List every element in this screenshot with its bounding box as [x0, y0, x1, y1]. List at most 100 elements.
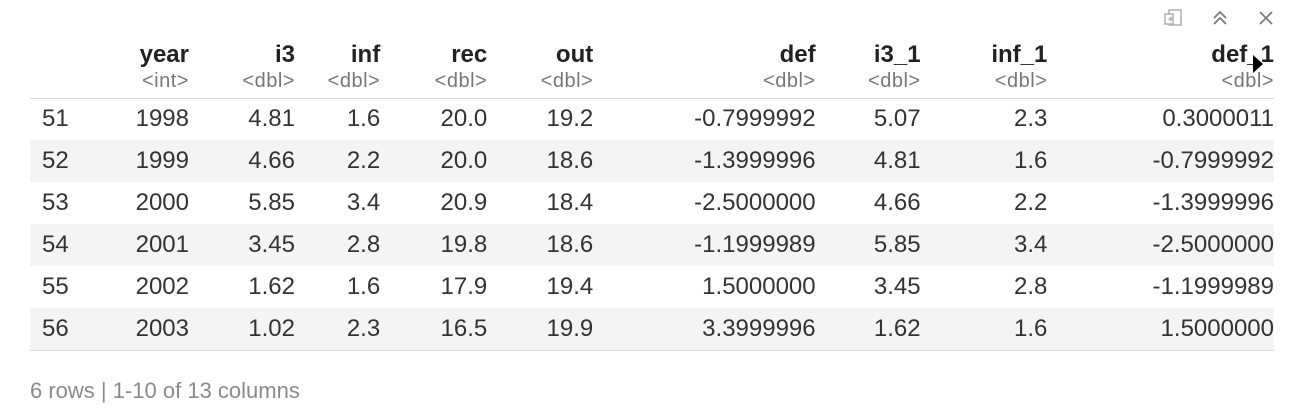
- row-number: 53: [42, 189, 69, 216]
- table-cell: 16.5: [380, 308, 488, 351]
- table-cell: -2.5000000: [694, 189, 816, 216]
- table-cell: 18.6: [487, 224, 594, 266]
- viewer-toolbar: [1162, 6, 1278, 30]
- header-i3_1[interactable]: i3_1 <dbl>: [815, 36, 921, 99]
- table-cell: 1.6: [346, 273, 381, 300]
- table-cell: 5.07: [873, 105, 921, 133]
- table-cell: 20.0: [380, 140, 488, 182]
- table-cell: 4.81: [248, 105, 295, 133]
- collapse-icon[interactable]: [1208, 6, 1232, 30]
- column-name: year: [139, 40, 189, 68]
- table-cell: 1998: [135, 105, 189, 133]
- export-icon[interactable]: [1162, 6, 1186, 30]
- table-cell: 2001: [102, 224, 189, 266]
- table-row: 52 1999 4.66 2.2 20.0 18.6 -1.3999996 4.…: [30, 140, 1274, 182]
- table-cell: 19.8: [380, 224, 488, 266]
- table-row: 55 2002 1.62 1.6 17.9 19.4 1.5000000 3.4…: [30, 266, 1274, 308]
- column-type: <dbl>: [1221, 69, 1274, 92]
- next-columns-arrow-icon[interactable]: [1252, 54, 1264, 74]
- header-inf[interactable]: inf <dbl>: [294, 36, 381, 99]
- table-cell: 3.3999996: [593, 308, 816, 351]
- table-cell: 20.9: [440, 189, 488, 216]
- table-row: 56 2003 1.02 2.3 16.5 19.9 3.3999996 1.6…: [30, 308, 1274, 351]
- column-type: <dbl>: [868, 69, 921, 92]
- row-number: 54: [30, 224, 103, 266]
- table-cell: 1.5000000: [1047, 308, 1274, 351]
- table-cell: 3.4: [920, 224, 1048, 266]
- table-row: 51 1998 4.81 1.6 20.0 19.2 -0.7999992 5.…: [30, 98, 1274, 140]
- column-type: <dbl>: [994, 69, 1048, 92]
- header-row: year <int> i3 <dbl> inf <dbl> rec <dbl> …: [30, 36, 1274, 99]
- table-cell: -1.1999989: [1152, 273, 1274, 300]
- data-table: year <int> i3 <dbl> inf <dbl> rec <dbl> …: [30, 36, 1274, 351]
- table-cell: 1.02: [188, 308, 295, 351]
- header-rowname: [30, 36, 103, 99]
- column-name: inf_1: [991, 40, 1048, 68]
- table-cell: 1.6: [920, 308, 1048, 351]
- table-cell: 4.66: [188, 140, 295, 182]
- table-cell: 17.9: [440, 273, 488, 300]
- table-cell: 2.2: [294, 140, 381, 182]
- table-cell: -0.7999992: [1047, 140, 1274, 182]
- table-cell: 20.0: [440, 105, 488, 133]
- table-cell: 19.2: [546, 105, 594, 133]
- header-out[interactable]: out <dbl>: [487, 36, 594, 99]
- column-type: <dbl>: [434, 69, 488, 92]
- table-footer-status: 6 rows | 1-10 of 13 columns: [30, 378, 300, 403]
- table-cell: 1.6: [920, 140, 1048, 182]
- table-cell: 19.9: [487, 308, 594, 351]
- table-cell: -1.3999996: [593, 140, 816, 182]
- table-cell: 2.8: [1013, 273, 1048, 300]
- table-cell: 5.85: [815, 224, 921, 266]
- table-cell: 4.81: [815, 140, 921, 182]
- close-icon[interactable]: [1254, 6, 1278, 30]
- table-cell: 0.3000011: [1162, 105, 1274, 133]
- column-name: out: [555, 40, 594, 68]
- header-inf_1[interactable]: inf_1 <dbl>: [920, 36, 1048, 99]
- table-cell: -1.1999989: [593, 224, 816, 266]
- table-cell: -1.3999996: [1152, 189, 1274, 216]
- table-cell: 3.45: [188, 224, 295, 266]
- data-table-container: year <int> i3 <dbl> inf <dbl> rec <dbl> …: [30, 36, 1274, 351]
- column-name: rec: [451, 40, 488, 68]
- table-cell: 2003: [102, 308, 189, 351]
- header-def[interactable]: def <dbl>: [593, 36, 816, 99]
- column-name: def: [779, 40, 816, 68]
- table-cell: 2.3: [1013, 105, 1048, 133]
- column-name: def_1: [1211, 40, 1274, 68]
- row-number: 55: [42, 273, 69, 300]
- table-cell: 2000: [135, 189, 189, 216]
- header-def_1[interactable]: def_1 <dbl>: [1047, 36, 1274, 99]
- column-type: <dbl>: [540, 69, 594, 92]
- table-cell: 2.8: [294, 224, 381, 266]
- table-cell: -2.5000000: [1047, 224, 1274, 266]
- column-type: <dbl>: [763, 69, 816, 92]
- column-type: <int>: [142, 69, 189, 92]
- header-year[interactable]: year <int>: [102, 36, 189, 99]
- column-name: inf: [350, 40, 381, 68]
- table-cell: 1999: [102, 140, 189, 182]
- table-cell: 5.85: [248, 189, 295, 216]
- row-number: 51: [42, 105, 69, 133]
- header-rec[interactable]: rec <dbl>: [380, 36, 488, 99]
- table-cell: 18.4: [546, 189, 594, 216]
- column-type: <dbl>: [327, 69, 381, 92]
- table-row: 54 2001 3.45 2.8 19.8 18.6 -1.1999989 5.…: [30, 224, 1274, 266]
- table-cell: 3.4: [346, 189, 381, 216]
- table-cell: 2.3: [294, 308, 381, 351]
- header-i3[interactable]: i3 <dbl>: [188, 36, 295, 99]
- column-name: i3: [274, 40, 295, 68]
- table-cell: 1.62: [815, 308, 921, 351]
- column-type: <dbl>: [242, 69, 295, 92]
- row-number: 56: [30, 308, 103, 351]
- table-cell: 1.5000000: [702, 273, 816, 300]
- table-cell: 1.6: [346, 105, 381, 133]
- table-row: 53 2000 5.85 3.4 20.9 18.4 -2.5000000 4.…: [30, 182, 1274, 224]
- table-cell: 2002: [135, 273, 189, 300]
- table-cell: -0.7999992: [694, 105, 816, 133]
- table-cell: 2.2: [1013, 189, 1048, 216]
- row-number: 52: [30, 140, 103, 182]
- column-name: i3_1: [873, 40, 921, 68]
- table-cell: 18.6: [487, 140, 594, 182]
- table-cell: 19.4: [546, 273, 594, 300]
